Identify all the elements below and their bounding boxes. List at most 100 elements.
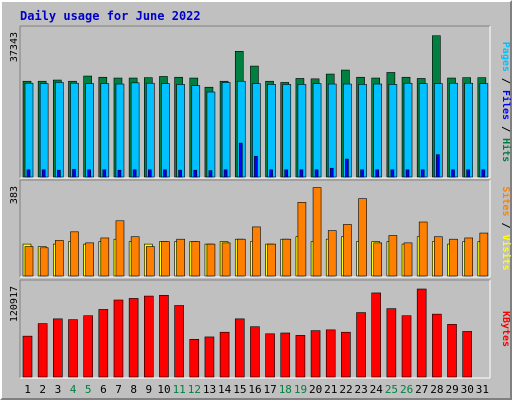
bar-files-day-14 <box>221 82 231 178</box>
x-tick-label-29: 29 <box>445 383 458 396</box>
bar-files-day-3 <box>55 82 64 178</box>
bar-files-day-5 <box>85 83 94 178</box>
bar-kbytes-day-3 <box>53 318 63 378</box>
y-max-label: 120917 <box>9 286 20 322</box>
bar-files-day-11 <box>176 84 185 178</box>
bar-kbytes-day-13 <box>204 336 215 378</box>
bar-kbytes-day-23 <box>356 312 366 378</box>
bar-pages-day-21 <box>329 167 334 178</box>
bar-kbytes-day-1 <box>22 335 33 378</box>
bar-sites-day-13 <box>206 243 216 277</box>
bar-files-day-7 <box>115 83 125 178</box>
x-axis-labels: 1 2 3 4 5 6 7 8 9 10 11 12 13 14 15 16 17 18 19 20 21 22 23 24 2… <box>24 383 489 396</box>
x-tick-label-3: 3 <box>55 383 62 396</box>
bar-kbytes-day-28 <box>432 313 442 378</box>
bar-kbytes-day-27 <box>416 288 427 378</box>
bar-kbytes-day-16 <box>250 326 260 378</box>
x-tick-label-27: 27 <box>415 383 428 396</box>
bar-pages-day-10 <box>163 169 167 178</box>
x-tick-label-18: 18 <box>279 383 292 396</box>
x-tick-label-9: 9 <box>146 383 153 396</box>
bar-pages-day-2 <box>41 169 46 178</box>
bar-files-day-8 <box>130 82 140 178</box>
legend-separator: / <box>500 72 511 90</box>
bar-kbytes-day-7 <box>113 299 124 378</box>
panel-kbytes: 120917 KBytes <box>9 279 511 379</box>
legend-hits: Hits <box>500 138 512 162</box>
bar-kbytes-day-22 <box>341 331 351 378</box>
bar-kbytes-day-20 <box>310 330 321 378</box>
bar-sites-day-16 <box>252 226 261 277</box>
bar-pages-day-13 <box>208 170 213 178</box>
x-tick-label-6: 6 <box>100 383 107 396</box>
panel-hits: 37343 Pages / Files / Hits <box>9 25 512 179</box>
bar-files-day-2 <box>39 83 49 178</box>
bar-kbytes-day-30 <box>462 331 472 378</box>
x-tick-label-1: 1 <box>24 383 31 396</box>
bar-files-day-21 <box>327 83 337 178</box>
bar-kbytes-day-25 <box>386 308 397 378</box>
bar-sites-day-4 <box>70 231 79 277</box>
x-tick-label-10: 10 <box>157 383 170 396</box>
bar-kbytes-day-11 <box>174 305 184 378</box>
bar-files-day-25 <box>388 84 398 178</box>
bar-kbytes-day-29 <box>447 324 457 378</box>
x-tick-label-28: 28 <box>430 383 443 396</box>
bar-pages-day-9 <box>147 169 152 178</box>
bar-files-day-19 <box>297 84 307 178</box>
bar-files-day-24 <box>373 83 383 178</box>
bar-sites-day-14 <box>221 242 231 277</box>
bar-kbytes-day-26 <box>401 315 412 378</box>
bar-kbytes-day-5 <box>83 315 93 378</box>
bar-pages-day-31 <box>481 169 486 178</box>
x-tick-label-17: 17 <box>264 383 277 396</box>
bar-sites-day-1 <box>24 246 34 277</box>
bar-files-day-6 <box>100 83 110 178</box>
bar-sites-day-10 <box>161 241 170 277</box>
legend-visits: Sites / Visits <box>500 186 512 270</box>
bar-pages-day-23 <box>360 169 364 178</box>
legend-kbytes: KBytes <box>500 311 511 347</box>
legend-hits: Pages / Files / Hits <box>500 42 512 162</box>
x-tick-label-5: 5 <box>85 383 92 396</box>
bar-pages-day-12 <box>193 169 198 178</box>
bar-kbytes-day-21 <box>325 329 336 378</box>
bar-sites-day-26 <box>403 242 413 277</box>
bar-files-day-20 <box>312 83 322 178</box>
bar-sites-day-31 <box>479 232 489 277</box>
bar-kbytes-day-18 <box>280 332 291 378</box>
bar-files-day-23 <box>358 84 367 178</box>
bar-files-day-27 <box>418 83 428 178</box>
bar-pages-day-19 <box>299 169 304 178</box>
x-tick-label-15: 15 <box>233 383 246 396</box>
bar-sites-day-17 <box>267 243 276 277</box>
legend-pages: Pages <box>500 42 511 72</box>
bar-files-day-31 <box>479 83 489 178</box>
bar-files-day-4 <box>70 82 79 178</box>
bar-sites-day-19 <box>297 202 307 277</box>
bar-sites-day-11 <box>176 238 185 277</box>
x-tick-label-31: 31 <box>476 383 489 396</box>
legend-files: Files <box>500 90 512 120</box>
bar-sites-day-15 <box>236 238 246 277</box>
chart-panels: 37343 Pages / Files / Hits 383 Sites / Visi… <box>9 25 512 379</box>
legend-sites: Sites <box>500 186 512 216</box>
bar-pages-day-24 <box>375 169 380 178</box>
x-tick-label-21: 21 <box>324 383 337 396</box>
bar-sites-day-28 <box>434 236 443 277</box>
bar-pages-day-29 <box>451 169 455 178</box>
x-tick-label-30: 30 <box>461 383 474 396</box>
x-tick-label-13: 13 <box>203 383 216 396</box>
bar-pages-day-26 <box>405 169 410 178</box>
bar-sites-day-12 <box>191 241 201 277</box>
bar-sites-day-8 <box>130 236 140 277</box>
bar-pages-day-18 <box>284 169 289 178</box>
bar-files-day-1 <box>24 82 34 178</box>
bar-files-day-30 <box>464 82 473 178</box>
bar-pages-day-7 <box>117 169 122 178</box>
bar-sites-day-9 <box>145 246 155 277</box>
bar-sites-day-29 <box>449 238 458 277</box>
bar-files-day-12 <box>191 85 201 178</box>
